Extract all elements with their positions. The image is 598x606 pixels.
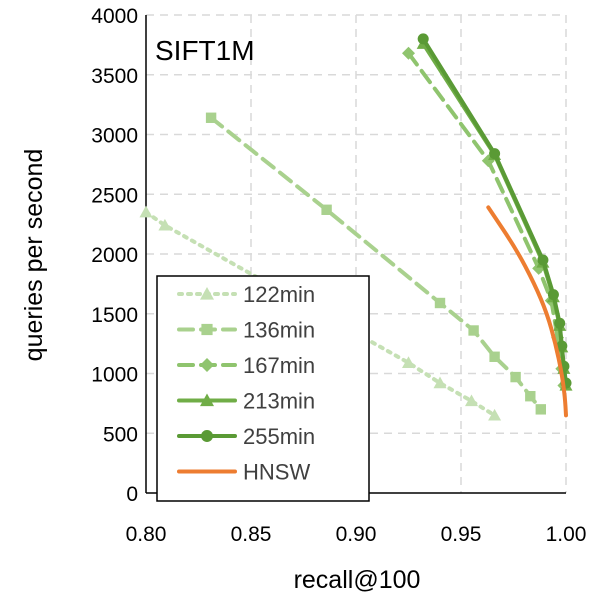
legend-item: 167min bbox=[177, 353, 315, 378]
data-point-square bbox=[468, 325, 479, 336]
series-255min bbox=[417, 33, 572, 389]
data-point-triangle bbox=[200, 393, 214, 407]
legend: 122min 136min 167min 213min 255min HNSW bbox=[156, 275, 370, 502]
data-point-square bbox=[205, 112, 217, 123]
legend-item: 213min bbox=[177, 389, 315, 414]
series-group bbox=[139, 33, 573, 421]
series-hnsw bbox=[486, 205, 568, 418]
legend-label: 167min bbox=[243, 353, 315, 378]
y-tick-label: 2000 bbox=[91, 244, 138, 267]
legend-label: HNSW bbox=[243, 460, 310, 485]
x-tick-label: 0.95 bbox=[441, 523, 482, 546]
series-line bbox=[406, 51, 566, 388]
data-point-triangle bbox=[139, 205, 153, 218]
legend-label: 213min bbox=[243, 389, 315, 414]
y-tick-labels: 0 500 1000 1500 2000 2500 3000 3500 4000 bbox=[91, 5, 138, 506]
y-tick-label: 0 bbox=[126, 483, 138, 506]
data-point-square bbox=[434, 297, 446, 309]
x-tick-labels: 0.80 0.85 0.90 0.95 1.00 bbox=[126, 523, 587, 546]
y-tick-label: 2500 bbox=[91, 184, 138, 207]
x-axis-title: recall@100 bbox=[294, 566, 421, 594]
data-point-triangle bbox=[200, 287, 214, 300]
legend-item: 122min bbox=[177, 282, 315, 307]
legend-box bbox=[156, 275, 370, 502]
y-tick-label: 1500 bbox=[91, 304, 138, 327]
x-tick-label: 0.90 bbox=[336, 523, 377, 546]
series-167min bbox=[402, 46, 571, 392]
data-point-circle bbox=[537, 254, 549, 266]
y-axis-title: queries per second bbox=[20, 149, 48, 362]
data-point-circle bbox=[201, 430, 213, 442]
legend-label: 136min bbox=[243, 318, 315, 343]
chart-title: SIFT1M bbox=[155, 35, 255, 66]
series-line bbox=[486, 205, 568, 418]
legend-label: 122min bbox=[243, 282, 315, 307]
x-tick-label: 0.80 bbox=[126, 523, 167, 546]
y-tick-label: 1000 bbox=[91, 364, 138, 387]
y-tick-label: 4000 bbox=[91, 5, 138, 28]
legend-item: 255min bbox=[177, 424, 315, 449]
series-line bbox=[421, 36, 568, 386]
data-point-square bbox=[201, 323, 213, 336]
series-122min bbox=[139, 205, 502, 421]
data-point-circle bbox=[554, 317, 566, 329]
legend-item: HNSW bbox=[177, 460, 310, 485]
x-tick-label: 0.85 bbox=[231, 523, 272, 546]
data-point-diamond bbox=[402, 46, 415, 60]
data-point-triangle bbox=[465, 394, 478, 407]
data-point-triangle bbox=[433, 376, 447, 389]
y-tick-label: 500 bbox=[103, 423, 138, 446]
data-point-square bbox=[535, 404, 546, 415]
data-point-circle bbox=[417, 33, 429, 45]
x-tick-label: 1.00 bbox=[546, 523, 587, 546]
data-point-triangle bbox=[158, 218, 172, 231]
data-point-square bbox=[321, 204, 332, 215]
series-136min bbox=[205, 112, 546, 415]
data-point-square bbox=[510, 371, 521, 383]
data-point-square bbox=[525, 391, 536, 402]
data-point-circle bbox=[547, 289, 559, 301]
data-point-diamond bbox=[200, 358, 214, 372]
y-tick-label: 3000 bbox=[91, 125, 138, 148]
data-point-square bbox=[489, 351, 500, 362]
y-tick-label: 3500 bbox=[91, 65, 138, 88]
legend-item: 136min bbox=[177, 318, 315, 343]
data-point-triangle bbox=[402, 356, 415, 368]
data-point-triangle bbox=[488, 408, 502, 421]
data-point-circle bbox=[556, 340, 568, 352]
data-point-circle bbox=[489, 148, 501, 160]
legend-label: 255min bbox=[243, 424, 315, 449]
